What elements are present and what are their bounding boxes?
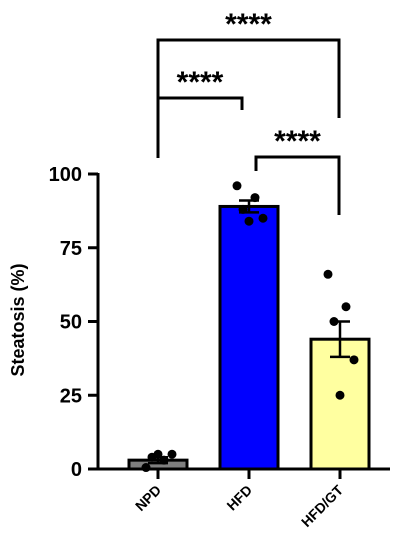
- x-tick-label: HFD: [223, 482, 255, 514]
- y-tick-label: 25: [60, 385, 82, 407]
- significance-label: ****: [177, 66, 224, 99]
- data-points: [141, 181, 359, 473]
- significance-bracket: [156, 96, 244, 158]
- significance-brackets: ************: [156, 8, 341, 215]
- y-tick-label: 0: [71, 459, 82, 481]
- y-tick-label: 75: [60, 238, 82, 260]
- y-axis-label: Steatosis (%): [8, 263, 28, 376]
- data-point: [250, 193, 260, 203]
- data-point: [258, 213, 268, 223]
- data-point: [167, 449, 177, 459]
- data-point: [238, 204, 248, 214]
- significance-bracket: [254, 155, 341, 215]
- data-point: [329, 317, 339, 326]
- y-tick-label: 50: [60, 312, 82, 334]
- significance-bracket: [156, 38, 341, 158]
- data-point: [153, 449, 163, 459]
- significance-label: ****: [274, 125, 321, 158]
- data-point: [323, 269, 333, 279]
- data-point: [244, 216, 254, 226]
- data-point: [159, 455, 169, 465]
- data-point: [341, 302, 351, 312]
- significance-label: ****: [225, 8, 272, 41]
- bar: [309, 337, 371, 471]
- data-point: [232, 181, 242, 191]
- data-point: [335, 390, 345, 400]
- x-tick-label: HFD/GT: [298, 481, 346, 529]
- x-tick-label: NPD: [132, 482, 164, 514]
- y-tick-label: 100: [49, 164, 82, 186]
- bar: [218, 204, 280, 471]
- data-point: [349, 355, 359, 365]
- data-point: [141, 463, 151, 473]
- bars: [127, 204, 371, 471]
